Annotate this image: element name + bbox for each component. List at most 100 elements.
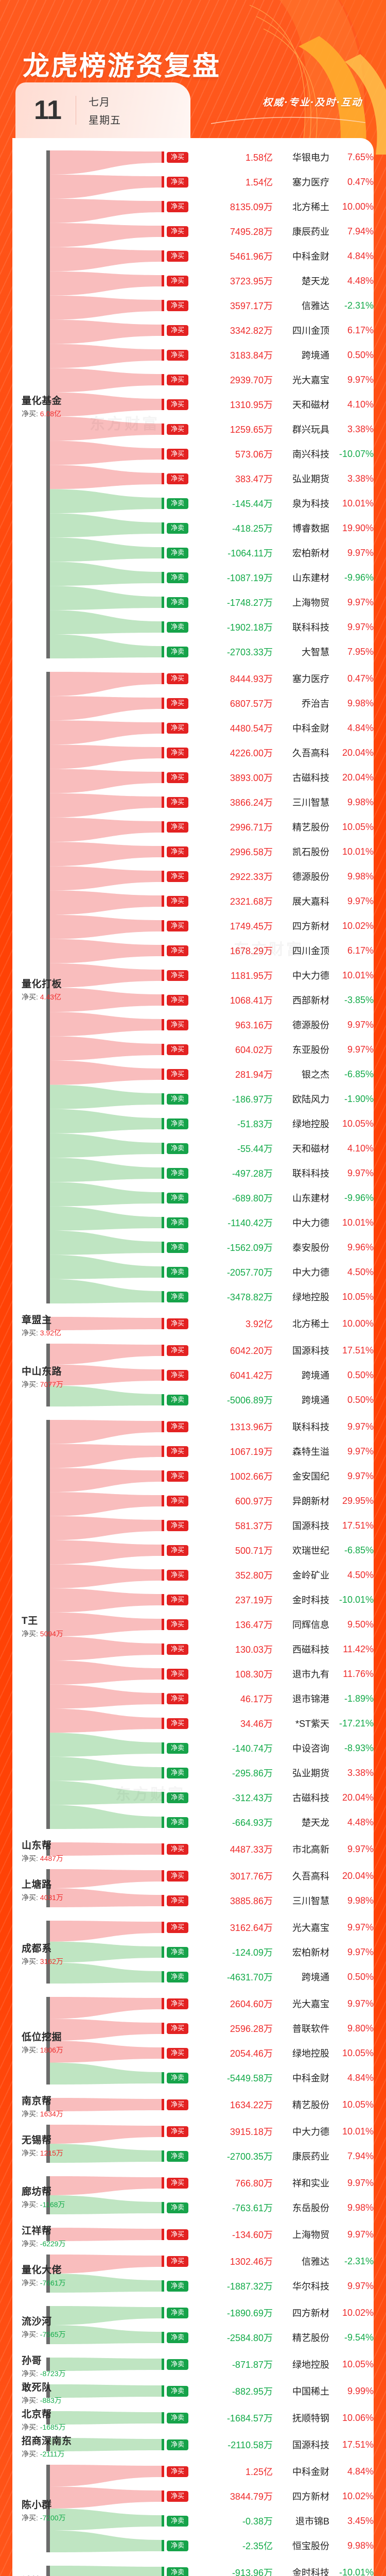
sankey-flow-row[interactable]: 净买 600.97万 异朗新材 29.95% — [167, 1494, 374, 1507]
sankey-flow-row[interactable]: 净买 3342.82万 四川金顶 6.17% — [167, 324, 374, 337]
flow-stock-name[interactable]: 四方新材 — [292, 921, 329, 931]
flow-stock-name[interactable]: 山东建材 — [292, 573, 329, 583]
flow-stock-name[interactable]: 塞力医疗 — [292, 177, 329, 188]
sankey-flow-row[interactable]: 净买 2939.70万 光大嘉宝 9.97% — [167, 373, 374, 386]
sankey-flow-row[interactable]: 净买 2054.46万 绿地控股 10.05% — [167, 2046, 374, 2060]
flow-stock-name[interactable]: 联科科技 — [292, 1422, 329, 1432]
flow-stock-name[interactable]: 三川智慧 — [292, 1896, 329, 1906]
sankey-flow-row[interactable]: 净买 3162.64万 光大嘉宝 9.97% — [167, 1921, 374, 1934]
flow-stock-name[interactable]: 光大嘉宝 — [292, 1923, 329, 1933]
flow-stock-name[interactable]: 绿地控股 — [292, 2048, 329, 2059]
flow-stock-name[interactable]: 宏柏新材 — [292, 1947, 329, 1958]
sankey-flow-row[interactable]: 净卖 -882.95万 中国稀土 9.99% — [167, 2384, 374, 2398]
sankey-flow-row[interactable]: 净买 3017.76万 久吾高科 20.04% — [167, 1869, 374, 1883]
flow-stock-name[interactable]: 古磁科技 — [292, 1793, 329, 1803]
flow-stock-name[interactable]: 华银电力 — [292, 152, 329, 163]
flow-stock-name[interactable]: 中大力德 — [292, 2127, 329, 2137]
sankey-flow-row[interactable]: 净买 3844.79万 四方新材 10.02% — [167, 2489, 374, 2503]
sankey-flow-row[interactable]: 净卖 -497.28万 联科科技 9.97% — [167, 1166, 374, 1180]
sankey-flow-row[interactable]: 净买 2596.28万 普联软件 9.80% — [167, 2022, 374, 2035]
flow-stock-name[interactable]: 久吾高科 — [292, 748, 329, 758]
sankey-flow-row[interactable]: 净买 3893.00万 古磁科技 20.04% — [167, 771, 374, 784]
flow-stock-name[interactable]: 祥和实业 — [292, 2178, 329, 2189]
flow-stock-name[interactable]: 金安国纪 — [292, 1471, 329, 1482]
sankey-flow-row[interactable]: 净买 3885.86万 三川智慧 9.98% — [167, 1894, 374, 1907]
sankey-flow-row[interactable]: 净买 352.80万 金岭矿业 4.50% — [167, 1568, 374, 1582]
flow-stock-name[interactable]: 抚顺特钢 — [292, 2413, 329, 2424]
sankey-flow-row[interactable]: 净买 8444.93万 塞力医疗 0.47% — [167, 672, 374, 685]
sankey-flow-row[interactable]: 净买 108.30万 退市九有 11.76% — [167, 1667, 374, 1681]
flow-stock-name[interactable]: 西磁科技 — [292, 1645, 329, 1655]
sankey-flow-row[interactable]: 净卖 -664.93万 楚天龙 4.48% — [167, 1816, 374, 1829]
sankey-flow-row[interactable]: 净卖 -2110.58万 国源科技 17.51% — [167, 2438, 374, 2451]
flow-stock-name[interactable]: 精艺股份 — [292, 2100, 329, 2110]
flow-stock-name[interactable]: 展大嘉科 — [292, 896, 329, 907]
flow-stock-name[interactable]: 信雅达 — [302, 301, 329, 311]
flow-stock-name[interactable]: 中科金财 — [292, 2073, 329, 2083]
sankey-flow-row[interactable]: 净买 3723.95万 楚天龙 4.48% — [167, 274, 374, 287]
sankey-flow-row[interactable]: 净卖 -55.44万 天和磁材 4.10% — [167, 1142, 374, 1155]
flow-stock-name[interactable]: 楚天龙 — [302, 276, 329, 286]
flow-stock-name[interactable]: 西部新材 — [292, 995, 329, 1006]
flow-stock-name[interactable]: 光大嘉宝 — [292, 1999, 329, 2009]
flow-stock-name[interactable]: 联科科技 — [292, 622, 329, 633]
flow-stock-name[interactable]: 金岭矿业 — [292, 1570, 329, 1581]
sankey-flow-row[interactable]: 净买 46.17万 退市锦港 -1.89% — [167, 1692, 374, 1705]
sankey-flow-row[interactable]: 净买 500.71万 欢瑞世纪 -6.85% — [167, 1544, 374, 1557]
flow-stock-name[interactable]: *ST紫天 — [295, 1719, 329, 1729]
flow-stock-name[interactable]: 联科科技 — [292, 1168, 329, 1179]
flow-stock-name[interactable]: 森特生溢 — [292, 1447, 329, 1457]
flow-stock-name[interactable]: 四方新材 — [292, 2308, 329, 2318]
flow-stock-name[interactable]: 中科金财 — [292, 251, 329, 262]
flow-stock-name[interactable]: 北方稀土 — [292, 202, 329, 212]
flow-stock-name[interactable]: 同辉信息 — [292, 1620, 329, 1630]
sankey-flow-row[interactable]: 净买 4487.33万 市北高新 9.97% — [167, 1842, 374, 1856]
sankey-flow-row[interactable]: 净买 3915.18万 中大力德 10.01% — [167, 2125, 374, 2138]
flow-stock-name[interactable]: 跨境通 — [302, 1972, 329, 1982]
flow-stock-name[interactable]: 乔治吉 — [302, 699, 329, 709]
flow-stock-name[interactable]: 异朗新材 — [292, 1496, 329, 1506]
sankey-flow-row[interactable]: 净买 3.92亿 北方稀土 10.00% — [167, 1317, 374, 1330]
flow-stock-name[interactable]: 泰安股份 — [292, 1243, 329, 1253]
sankey-flow-row[interactable]: 净卖 -140.74万 中设咨询 -8.93% — [167, 1741, 374, 1755]
sankey-flow-row[interactable]: 净卖 -51.83万 绿地控股 10.05% — [167, 1117, 374, 1130]
sankey-flow-row[interactable]: 净卖 -689.80万 山东建材 -9.96% — [167, 1191, 374, 1205]
sankey-flow-row[interactable]: 净卖 -2700.35万 康辰药业 7.94% — [167, 2149, 374, 2163]
sankey-flow-row[interactable]: 净卖 -1140.42万 中大力德 10.01% — [167, 1216, 374, 1229]
sankey-flow-row[interactable]: 净买 7495.28万 康辰药业 7.94% — [167, 225, 374, 238]
flow-stock-name[interactable]: 精艺股份 — [292, 2333, 329, 2343]
sankey-flow-row[interactable]: 净买 1259.65万 群兴玩具 3.38% — [167, 422, 374, 436]
flow-stock-name[interactable]: 弘业期货 — [292, 1768, 329, 1778]
flow-stock-name[interactable]: 南兴科技 — [292, 449, 329, 460]
sankey-flow-row[interactable]: 净买 383.47万 弘业期货 3.38% — [167, 472, 374, 485]
flow-stock-name[interactable]: 天和磁材 — [292, 1144, 329, 1154]
flow-stock-name[interactable]: 德源股份 — [292, 1020, 329, 1030]
sankey-flow-row[interactable]: 净买 6807.57万 乔治吉 9.98% — [167, 697, 374, 710]
sankey-flow-row[interactable]: 净卖 -3478.82万 绿地控股 10.05% — [167, 1290, 374, 1303]
sankey-flow-row[interactable]: 净买 1002.66万 金安国纪 9.97% — [167, 1469, 374, 1483]
flow-stock-name[interactable]: 久吾高科 — [292, 1871, 329, 1882]
flow-stock-name[interactable]: 普联软件 — [292, 2024, 329, 2034]
flow-stock-name[interactable]: 楚天龙 — [302, 1818, 329, 1828]
sankey-flow-row[interactable]: 净卖 -1087.19万 山东建材 -9.96% — [167, 571, 374, 584]
flow-stock-name[interactable]: 弘业期货 — [292, 474, 329, 484]
sankey-flow-row[interactable]: 净卖 -1887.32万 华尔科技 9.97% — [167, 2279, 374, 2293]
sankey-flow-row[interactable]: 净买 136.47万 同辉信息 9.50% — [167, 1618, 374, 1631]
flow-stock-name[interactable]: 国源科技 — [292, 1521, 329, 1531]
sankey-flow-row[interactable]: 净卖 -2584.80万 精艺股份 -9.54% — [167, 2331, 374, 2344]
flow-stock-name[interactable]: 中国稀土 — [292, 2386, 329, 2397]
sankey-flow-row[interactable]: 净卖 -1064.11万 宏柏新材 9.97% — [167, 546, 374, 560]
sankey-flow-row[interactable]: 净买 -134.60万 上海物贸 9.97% — [167, 2228, 374, 2241]
sankey-flow-row[interactable]: 净卖 -2.35亿 恒宝股份 9.98% — [167, 2539, 374, 2552]
flow-stock-name[interactable]: 绿地控股 — [292, 2360, 329, 2370]
sankey-flow-row[interactable]: 净买 2604.60万 光大嘉宝 9.97% — [167, 1997, 374, 2010]
sankey-flow-row[interactable]: 净卖 -5449.58万 中科金财 4.84% — [167, 2071, 374, 2084]
sankey-flow-row[interactable]: 净买 1.58亿 华银电力 7.65% — [167, 150, 374, 164]
flow-stock-name[interactable]: 绿地控股 — [292, 1119, 329, 1129]
sankey-flow-row[interactable]: 净买 1302.46万 信雅达 -2.31% — [167, 2255, 374, 2268]
flow-stock-name[interactable]: 国源科技 — [292, 1346, 329, 1356]
sankey-flow-row[interactable]: 净买 3866.24万 三川智慧 9.98% — [167, 795, 374, 809]
flow-stock-name[interactable]: 光大嘉宝 — [292, 375, 329, 385]
sankey-flow-row[interactable]: 净买 1313.96万 联科科技 9.97% — [167, 1420, 374, 1433]
sankey-flow-row[interactable]: 净买 3597.17万 信雅达 -2.31% — [167, 299, 374, 312]
